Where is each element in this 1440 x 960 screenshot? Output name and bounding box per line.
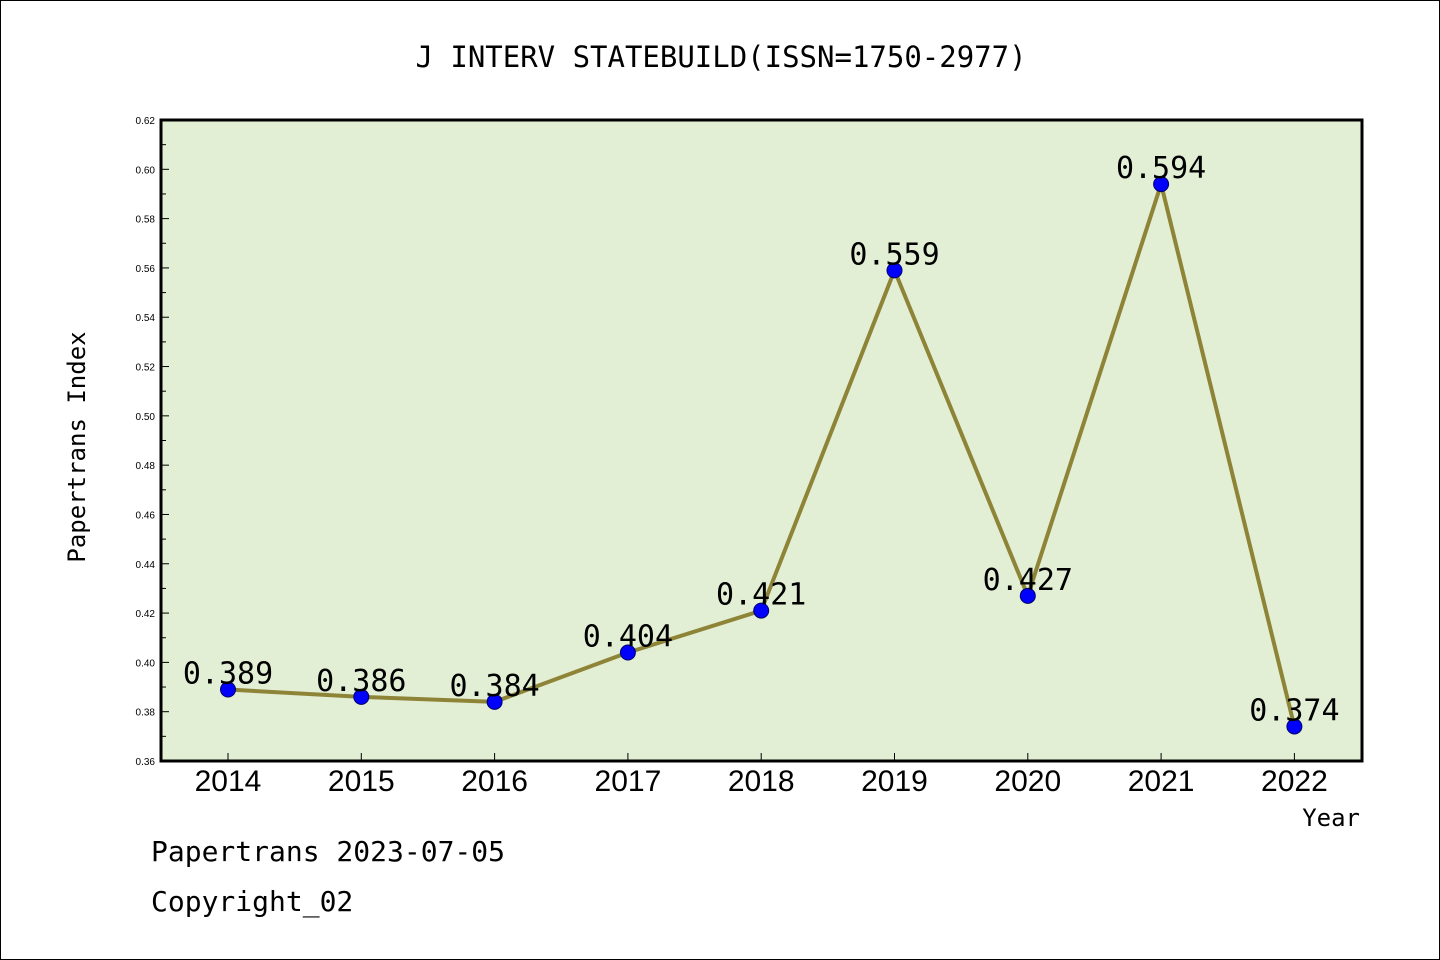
data-point bbox=[1286, 718, 1303, 735]
x-tick-label: 2019 bbox=[861, 765, 928, 798]
y-tick-label: 0.48 bbox=[136, 461, 156, 472]
data-point bbox=[353, 688, 370, 705]
data-label: 0.427 bbox=[983, 563, 1073, 598]
x-tick-label: 2015 bbox=[328, 765, 395, 798]
data-label: 0.594 bbox=[1116, 151, 1206, 186]
data-point bbox=[619, 644, 636, 661]
data-point bbox=[486, 693, 503, 710]
data-label: 0.559 bbox=[849, 237, 939, 272]
y-tick-label: 0.62 bbox=[136, 116, 156, 127]
plot-area bbox=[161, 120, 1362, 761]
data-label: 0.421 bbox=[716, 578, 806, 613]
y-tick-label: 0.54 bbox=[136, 313, 156, 324]
x-axis-label: Year bbox=[1302, 804, 1360, 832]
x-tick-label: 2017 bbox=[595, 765, 662, 798]
x-tick-label: 2016 bbox=[461, 765, 528, 798]
y-tick-label: 0.52 bbox=[136, 363, 156, 374]
y-tick-label: 0.60 bbox=[136, 165, 156, 176]
footer-copyright: Copyright_02 bbox=[151, 885, 354, 918]
y-tick-label: 0.58 bbox=[136, 215, 156, 226]
plot-border bbox=[159, 118, 1364, 763]
data-point bbox=[753, 602, 770, 619]
x-tick-label: 2020 bbox=[994, 765, 1061, 798]
data-point bbox=[886, 262, 903, 279]
y-tick-label: 0.38 bbox=[136, 708, 156, 719]
x-tick-label: 2018 bbox=[728, 765, 795, 798]
data-label: 0.384 bbox=[449, 669, 539, 704]
y-tick-label: 0.40 bbox=[136, 658, 156, 669]
x-tick-label: 2021 bbox=[1128, 765, 1195, 798]
y-tick-label: 0.56 bbox=[136, 264, 156, 275]
y-tick-label: 0.44 bbox=[136, 560, 156, 571]
y-axis-label: Papertrans Index bbox=[63, 331, 91, 562]
data-label: 0.404 bbox=[583, 620, 673, 655]
data-label-layer: 0.389 0.386 0.384 0.404 0.421 0.559 0.427 0.594… bbox=[183, 151, 1340, 728]
data-label: 0.386 bbox=[316, 664, 406, 699]
x-axis-ticks: 2014 2015 2016 2017 2018 2019 2020 2021 2022 bbox=[195, 753, 1328, 798]
data-point bbox=[1153, 176, 1170, 193]
data-label: 0.389 bbox=[183, 657, 273, 692]
y-tick-label: 0.46 bbox=[136, 510, 156, 521]
data-point bbox=[1019, 587, 1036, 604]
data-point bbox=[220, 681, 236, 698]
x-tick-label: 2022 bbox=[1261, 765, 1328, 798]
y-tick-label: 0.42 bbox=[136, 609, 156, 620]
footer-source: Papertrans 2023-07-05 bbox=[151, 835, 506, 868]
x-tick-label: 2014 bbox=[195, 765, 262, 798]
y-tick-label: 0.50 bbox=[136, 412, 156, 423]
chart-title: J INTERV STATEBUILD(ISSN=1750-2977) bbox=[415, 40, 1026, 74]
series-layer bbox=[220, 176, 1303, 735]
y-tick-label: 0.36 bbox=[136, 757, 156, 768]
data-label: 0.374 bbox=[1249, 693, 1339, 728]
